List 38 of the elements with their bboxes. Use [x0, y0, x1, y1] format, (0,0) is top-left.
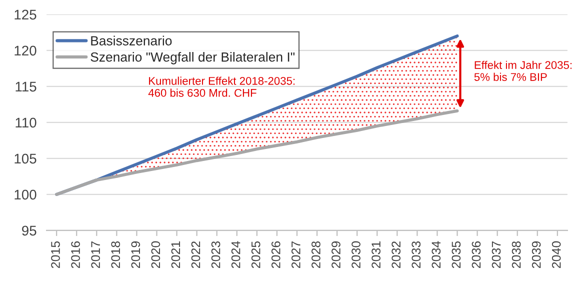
- x-tick-label: 2028: [312, 241, 320, 268]
- legend-label: Szenario "Wegfall der Bilateralen I": [90, 52, 294, 64]
- x-tick-label: 2015: [51, 241, 60, 268]
- annotation: Effekt im Jahr 2035: 5% bis 7% BIP: [474, 60, 572, 81]
- x-tick-label: 2021: [171, 241, 180, 268]
- y-tick-label: 105: [14, 154, 36, 164]
- line-series: [55, 109, 459, 196]
- annotation: Kumulierter Effekt 2018-2035: 460 bis 630 Mrd. CHF: [148, 76, 295, 97]
- x-tick-label: 2025: [251, 241, 260, 268]
- x-tick-label: 2019: [131, 241, 140, 268]
- x-tick-label: 2038: [512, 241, 521, 268]
- y-tick-label: 100: [14, 190, 36, 200]
- x-tick-label: 2040: [552, 241, 561, 268]
- legend-label: Basisszenario: [91, 36, 172, 46]
- y-tick-label: 125: [14, 10, 36, 20]
- y-tick-label: 95: [22, 226, 36, 236]
- x-tick-label: 2029: [332, 241, 340, 268]
- x-tick-label: 2037: [492, 241, 501, 268]
- y-tick-label: 120: [14, 46, 36, 56]
- y-tick-label: 110: [16, 118, 36, 128]
- x-tick-label: 2035: [452, 241, 461, 268]
- x-tick-label: 2016: [71, 241, 80, 268]
- x-tick-label: 2036: [472, 241, 481, 268]
- x-tick-label: 2039: [532, 241, 541, 268]
- y-tick-label: 115: [16, 82, 36, 92]
- x-tick-label: 2034: [432, 241, 441, 268]
- x-tick-label: 2031: [372, 241, 380, 268]
- x-tick-label: 2033: [412, 241, 421, 268]
- x-tick-label: 2027: [291, 241, 300, 268]
- x-tick-label: 2032: [392, 241, 401, 268]
- x-tick-label: 2026: [271, 241, 280, 268]
- x-tick-label: 2024: [231, 241, 240, 268]
- x-tick-label: 2022: [191, 241, 200, 268]
- x-tick-label: 2023: [211, 241, 220, 268]
- x-tick-label: 2017: [91, 241, 100, 268]
- x-tick-label: 2020: [151, 241, 160, 268]
- x-tick-label: 2030: [352, 241, 360, 268]
- x-tick-label: 2018: [111, 241, 120, 268]
